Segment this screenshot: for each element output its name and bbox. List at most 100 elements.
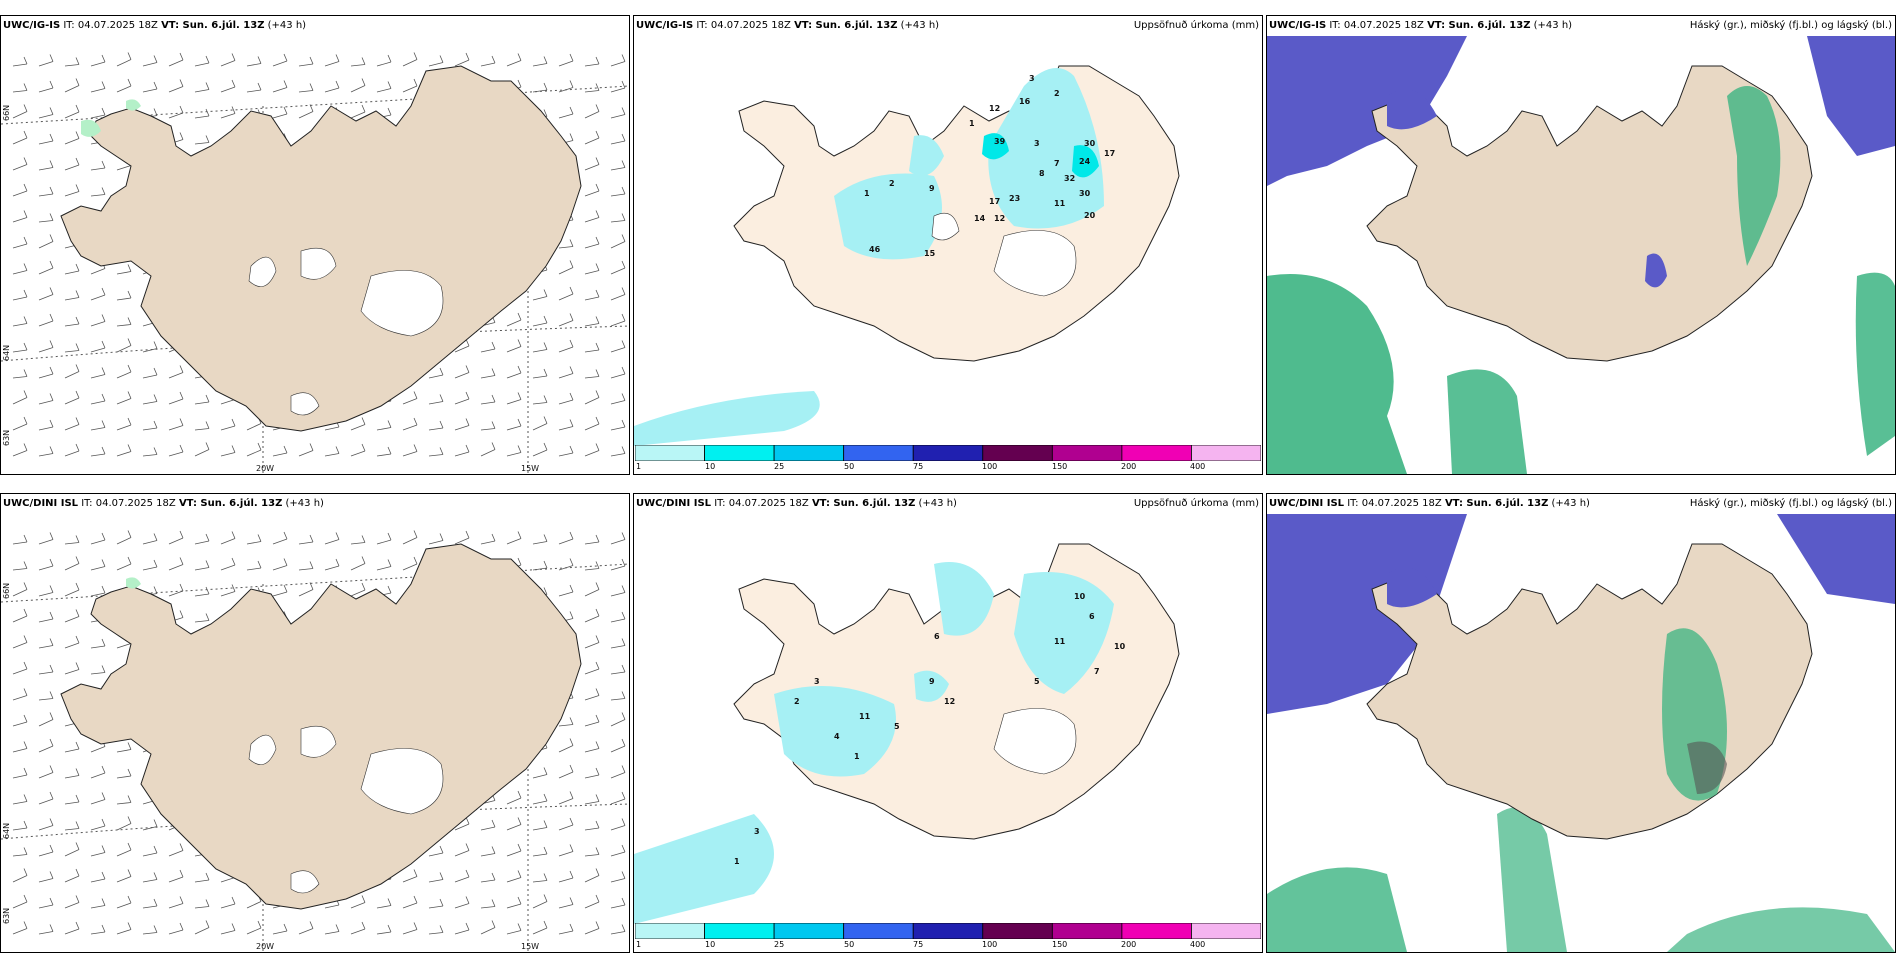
wind-barb — [168, 869, 184, 883]
wind-barb — [116, 816, 132, 831]
wind-barb — [584, 369, 600, 379]
wind-barb — [558, 717, 574, 727]
wind-barb — [12, 847, 28, 857]
wind-barb — [220, 584, 236, 597]
svg-text:9: 9 — [929, 184, 935, 193]
forecast-offset: (+43 h) — [267, 20, 307, 31]
panel-header: UWC/DINI ISL IT: 04.07.2025 18Z VT: Sun.… — [1, 494, 629, 514]
wind-barb — [376, 54, 392, 67]
wind-barb — [12, 183, 28, 197]
wind-barb — [38, 712, 54, 727]
wind-barb — [220, 923, 236, 935]
wind-barb — [12, 416, 28, 431]
wind-barb — [584, 661, 600, 675]
wind-barb — [64, 794, 80, 805]
wind-barb — [584, 236, 600, 249]
wind-barb — [142, 447, 158, 457]
svg-text:11: 11 — [859, 712, 871, 721]
wind-barb — [584, 794, 600, 805]
wind-barb — [506, 896, 522, 909]
wind-barb — [64, 921, 80, 935]
wind-map: 20W 15W 66N 64N 63N — [1, 52, 629, 474]
colorbar-tick: 1 — [636, 940, 642, 949]
wind-barb — [168, 418, 184, 431]
wind-barb — [64, 443, 80, 457]
wind-barb — [168, 105, 184, 119]
wind-barb — [350, 57, 366, 67]
wind-barb — [38, 419, 54, 431]
wind-barb — [142, 341, 158, 353]
wind-barb — [64, 57, 80, 67]
wind-barb — [402, 922, 418, 935]
wind-barb — [584, 157, 600, 171]
svg-text:8: 8 — [1039, 169, 1045, 178]
wind-barb — [64, 842, 80, 857]
wind-barb — [506, 790, 522, 805]
panel-header: UWC/DINI ISL IT: 04.07.2025 18Z VT: Sun.… — [634, 494, 1262, 514]
wind-barb — [610, 419, 626, 431]
panel-wind-bottom: UWC/DINI ISL IT: 04.07.2025 18Z VT: Sun.… — [0, 493, 630, 953]
wind-barb — [584, 847, 600, 857]
wind-barb — [64, 290, 80, 301]
wind-barb — [38, 738, 54, 753]
wind-barb — [506, 392, 522, 405]
wind-barb — [610, 366, 626, 379]
svg-text:7: 7 — [1054, 159, 1060, 168]
wind-barb — [12, 210, 28, 223]
wind-barb — [90, 585, 106, 597]
precip-areas-medium — [982, 133, 1099, 178]
wind-barb — [194, 560, 210, 571]
lat-label-64n: 64N — [2, 345, 11, 361]
wind-barb — [298, 443, 314, 457]
wind-barb — [12, 263, 28, 275]
wind-barb — [428, 533, 444, 545]
colorbar-swatch — [773, 445, 845, 461]
wind-barb — [454, 365, 470, 379]
vt-label: VT: Sun. 6.júl. 13Z — [794, 20, 898, 31]
svg-text:2: 2 — [889, 179, 895, 188]
lon-label-20w: 20W — [256, 464, 274, 473]
wind-barb — [116, 417, 132, 431]
wind-barb — [12, 921, 28, 935]
wind-barb — [12, 342, 28, 353]
wind-barb — [558, 239, 574, 249]
wind-barb — [610, 54, 626, 67]
model-name: UWC/IG-IS — [3, 20, 61, 31]
model-name: UWC/DINI ISL — [1269, 498, 1345, 509]
wind-barb — [90, 532, 106, 545]
wind-barb — [454, 922, 470, 935]
wind-barb — [324, 446, 340, 457]
panel-clouds-bottom: UWC/DINI ISL IT: 04.07.2025 18Z VT: Sun.… — [1266, 493, 1896, 953]
colorbar-tick: 50 — [844, 462, 855, 471]
wind-barb — [428, 420, 444, 431]
wind-barb — [38, 844, 54, 857]
wind-barb — [12, 130, 28, 145]
wind-barb — [64, 104, 80, 119]
wind-barb — [142, 898, 158, 909]
wind-barb — [220, 79, 236, 93]
wind-barb — [610, 287, 626, 301]
panel-header: UWC/IG-IS IT: 04.07.2025 18Z VT: Sun. 6.… — [1, 16, 629, 36]
wind-barb — [116, 317, 132, 327]
wind-barb — [64, 78, 80, 93]
wind-barb — [38, 213, 54, 223]
panel-precip-bottom: UWC/DINI ISL IT: 04.07.2025 18Z VT: Sun.… — [633, 493, 1263, 953]
wind-barb — [402, 78, 418, 93]
wind-barb — [64, 556, 80, 571]
wind-barb — [116, 842, 132, 857]
wind-barb — [12, 289, 28, 301]
colorbar-tick: 150 — [1052, 940, 1068, 949]
wind-barb — [584, 416, 600, 431]
vt-label: VT: Sun. 6.júl. 13Z — [178, 498, 283, 509]
panel-header: UWC/IG-IS IT: 04.07.2025 18Z VT: Sun. 6.… — [634, 16, 1262, 36]
wind-barb — [38, 818, 54, 831]
colorbar-swatch — [1051, 445, 1123, 461]
wind-barb — [558, 53, 574, 67]
colorbar-swatch — [635, 445, 705, 461]
wind-barb — [38, 80, 54, 93]
wind-barb — [532, 793, 548, 805]
wind-barb — [558, 445, 574, 457]
wind-barb — [480, 394, 496, 405]
model-name: UWC/DINI ISL — [636, 498, 712, 509]
colorbar-swatch — [843, 923, 914, 939]
